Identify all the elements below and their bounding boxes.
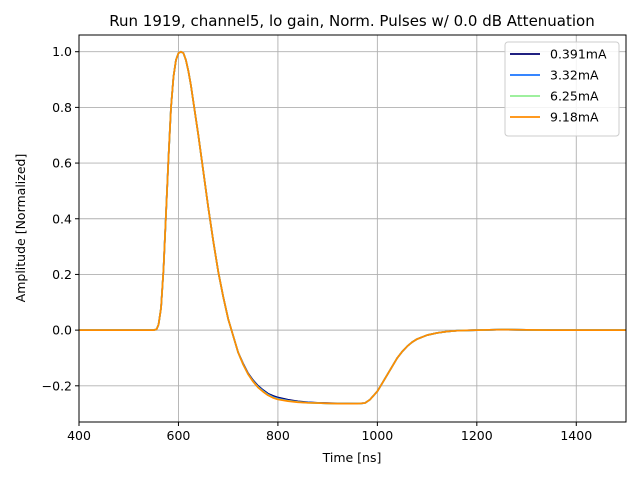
y-tick-label: 0.6 [52,156,72,171]
x-tick-label: 800 [266,428,290,443]
grid [78,35,626,422]
legend: 0.391mA 3.32mA 6.25mA 9.18mA [504,41,620,137]
series-line-3 [79,50,626,405]
x-tick-label: 600 [167,428,191,443]
plot-series [79,50,626,405]
x-tick-label: 1000 [361,428,393,443]
axis-ticks: 400 600 800 1000 1200 1400 −0.2 0.0 0.2 0.4 0.6 0.8… [42,44,593,443]
plot-frame [78,34,627,423]
y-tick-label: 0.4 [52,211,72,226]
chart-title: Run 1919, channel5, lo gain, Norm. Pulse… [109,12,594,30]
x-tick-label: 1400 [560,428,592,443]
y-tick-label: 1.0 [52,44,72,59]
legend-label: 3.32mA [550,68,599,83]
x-tick-label: 400 [67,428,91,443]
y-tick-label: −0.2 [42,378,72,393]
x-tick-label: 1200 [461,428,493,443]
legend-label: 6.25mA [550,89,599,104]
y-tick-label: 0.0 [52,323,72,338]
y-axis-label: Amplitude [Normalized] [13,154,28,303]
y-tick-label: 0.2 [52,267,72,282]
legend-box [504,41,620,137]
y-tick-label: 0.8 [52,100,72,115]
legend-label: 0.391mA [550,47,607,62]
x-axis-label: Time [ns] [322,450,382,465]
legend-label: 9.18mA [550,110,599,125]
